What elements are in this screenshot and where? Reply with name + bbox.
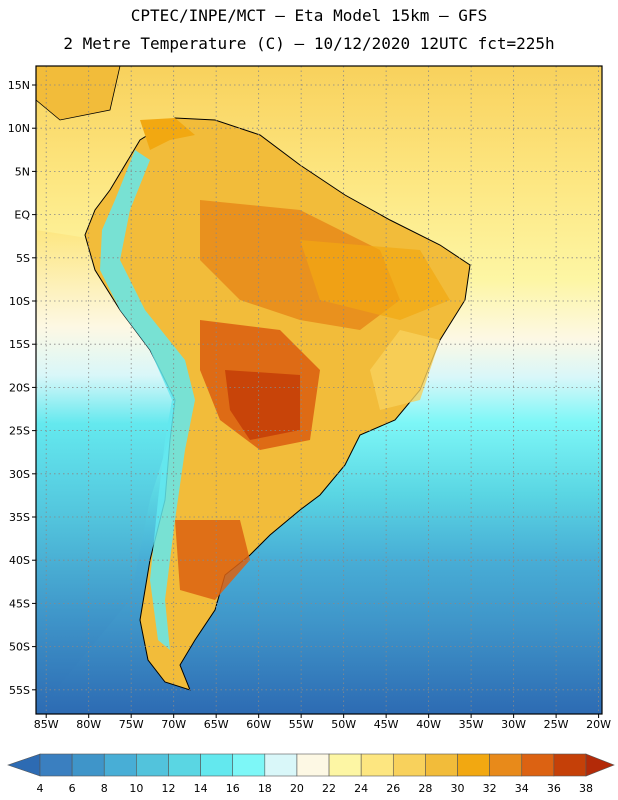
lat-label: 15S (9, 338, 30, 351)
lon-label: 45W (374, 718, 399, 731)
lat-label: 45S (9, 597, 30, 610)
colorbar-low-arrow (7, 753, 41, 777)
lat-label: 25S (9, 425, 30, 438)
lat-label: 35S (9, 511, 30, 524)
lat-label: 50S (9, 641, 30, 654)
colorbar-swatch (425, 753, 458, 777)
lat-label: 10S (9, 295, 30, 308)
colorbar-swatch (264, 753, 298, 777)
colorbar-label: 24 (354, 782, 368, 795)
colorbar-label: 38 (579, 782, 593, 795)
colorbar-swatch (71, 753, 105, 777)
longitude-labels: 85W 80W 75W 70W 65W 60W 55W 50W 45W 40W 35W 30W 25W 2… (34, 714, 611, 731)
lon-label: 70W (161, 718, 186, 731)
lon-label: 85W (34, 718, 59, 731)
lat-label: EQ (14, 209, 30, 222)
lat-label: 40S (9, 554, 30, 567)
colorbar-label: 16 (226, 782, 240, 795)
colorbar-swatch (521, 753, 555, 777)
colorbar-label: 4 (37, 782, 44, 795)
colorbar-label: 14 (194, 782, 208, 795)
lon-label: 30W (501, 718, 526, 731)
lon-label: 40W (416, 718, 441, 731)
central-america-land (140, 118, 195, 150)
colorbar-label: 34 (515, 782, 529, 795)
colorbar-label: 8 (101, 782, 108, 795)
colorbar-label: 12 (161, 782, 175, 795)
colorbar-swatch (392, 753, 426, 777)
lat-label: 20S (9, 381, 30, 394)
lon-label: 75W (119, 718, 144, 731)
colorbar-swatch (553, 753, 587, 777)
lon-label: 55W (289, 718, 314, 731)
lat-label: 5S (16, 252, 30, 265)
map-frame (35, 65, 603, 715)
latitude-labels: 15N 10N 5N EQ 5S 10S 15S 20S 25S 30S 35S 40S 45S 50S 5… (8, 79, 36, 697)
colorbar-label: 22 (322, 782, 336, 795)
colorbar-swatch (296, 753, 330, 777)
map-title-line1: CPTEC/INPE/MCT – Eta Model 15km – GFS (130, 6, 488, 25)
colorbar-swatch (328, 753, 362, 777)
lat-label: 30S (9, 468, 30, 481)
colorbar-swatch (360, 753, 394, 777)
colorbar-label: 26 (386, 782, 400, 795)
lat-label: 15N (8, 79, 30, 92)
lat-label: 10N (8, 122, 30, 135)
lat-label: 5N (15, 165, 30, 178)
lon-label: 35W (459, 718, 484, 731)
colorbar-label: 30 (451, 782, 465, 795)
colorbar-swatch (168, 753, 201, 777)
colorbar-swatch (489, 753, 523, 777)
colorbar-label: 32 (483, 782, 497, 795)
lon-label: 80W (76, 718, 101, 731)
colorbar-swatch (457, 753, 490, 777)
colorbar: 4 6 8 10 12 14 16 18 20 22 24 26 28 30 32 34 36 38 (7, 753, 615, 795)
temperature-map: 15N 10N 5N EQ 5S 10S 15S 20S 25S 30S 35S 40S 45S 50S 5… (8, 65, 611, 731)
colorbar-swatch (39, 753, 73, 777)
colorbar-label: 18 (258, 782, 272, 795)
lon-label: 25W (544, 718, 569, 731)
lat-label: 55S (9, 684, 30, 697)
colorbar-label: 6 (69, 782, 76, 795)
colorbar-swatch (232, 753, 266, 777)
lon-label: 20W (586, 718, 611, 731)
colorbar-label: 10 (129, 782, 143, 795)
lat-lon-grid (36, 66, 602, 714)
lon-label: 50W (331, 718, 356, 731)
andes-cold-strip (100, 150, 195, 650)
mild-zone-coast (370, 330, 440, 410)
colorbar-label: 28 (418, 782, 432, 795)
colorbar-label: 20 (290, 782, 304, 795)
colorbar-high-arrow (585, 753, 615, 777)
colorbar-label: 36 (547, 782, 561, 795)
central-america-isthmus (36, 66, 121, 121)
warm-zone-brazil (300, 240, 450, 320)
colorbar-swatch (136, 753, 169, 777)
map-title-line2: 2 Metre Temperature (C) – 10/12/2020 12U… (63, 34, 555, 53)
pacific-field (36, 230, 175, 714)
lon-label: 60W (246, 718, 271, 731)
lon-label: 65W (204, 718, 229, 731)
colorbar-swatch (200, 753, 234, 777)
colorbar-swatch (103, 753, 137, 777)
